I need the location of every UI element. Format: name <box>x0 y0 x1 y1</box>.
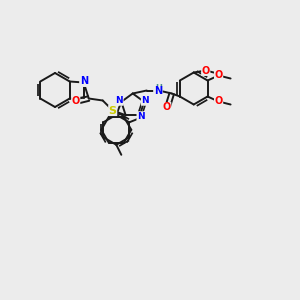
Text: O: O <box>72 95 80 106</box>
Text: O: O <box>202 65 210 76</box>
Text: N: N <box>80 76 88 86</box>
Text: N: N <box>154 86 162 97</box>
Text: O: O <box>163 103 171 112</box>
Text: O: O <box>214 70 223 80</box>
Text: O: O <box>214 97 223 106</box>
Text: N: N <box>116 96 123 105</box>
Text: N: N <box>137 112 145 121</box>
Text: S: S <box>109 106 117 116</box>
Text: N: N <box>141 96 149 105</box>
Text: H: H <box>155 84 162 93</box>
